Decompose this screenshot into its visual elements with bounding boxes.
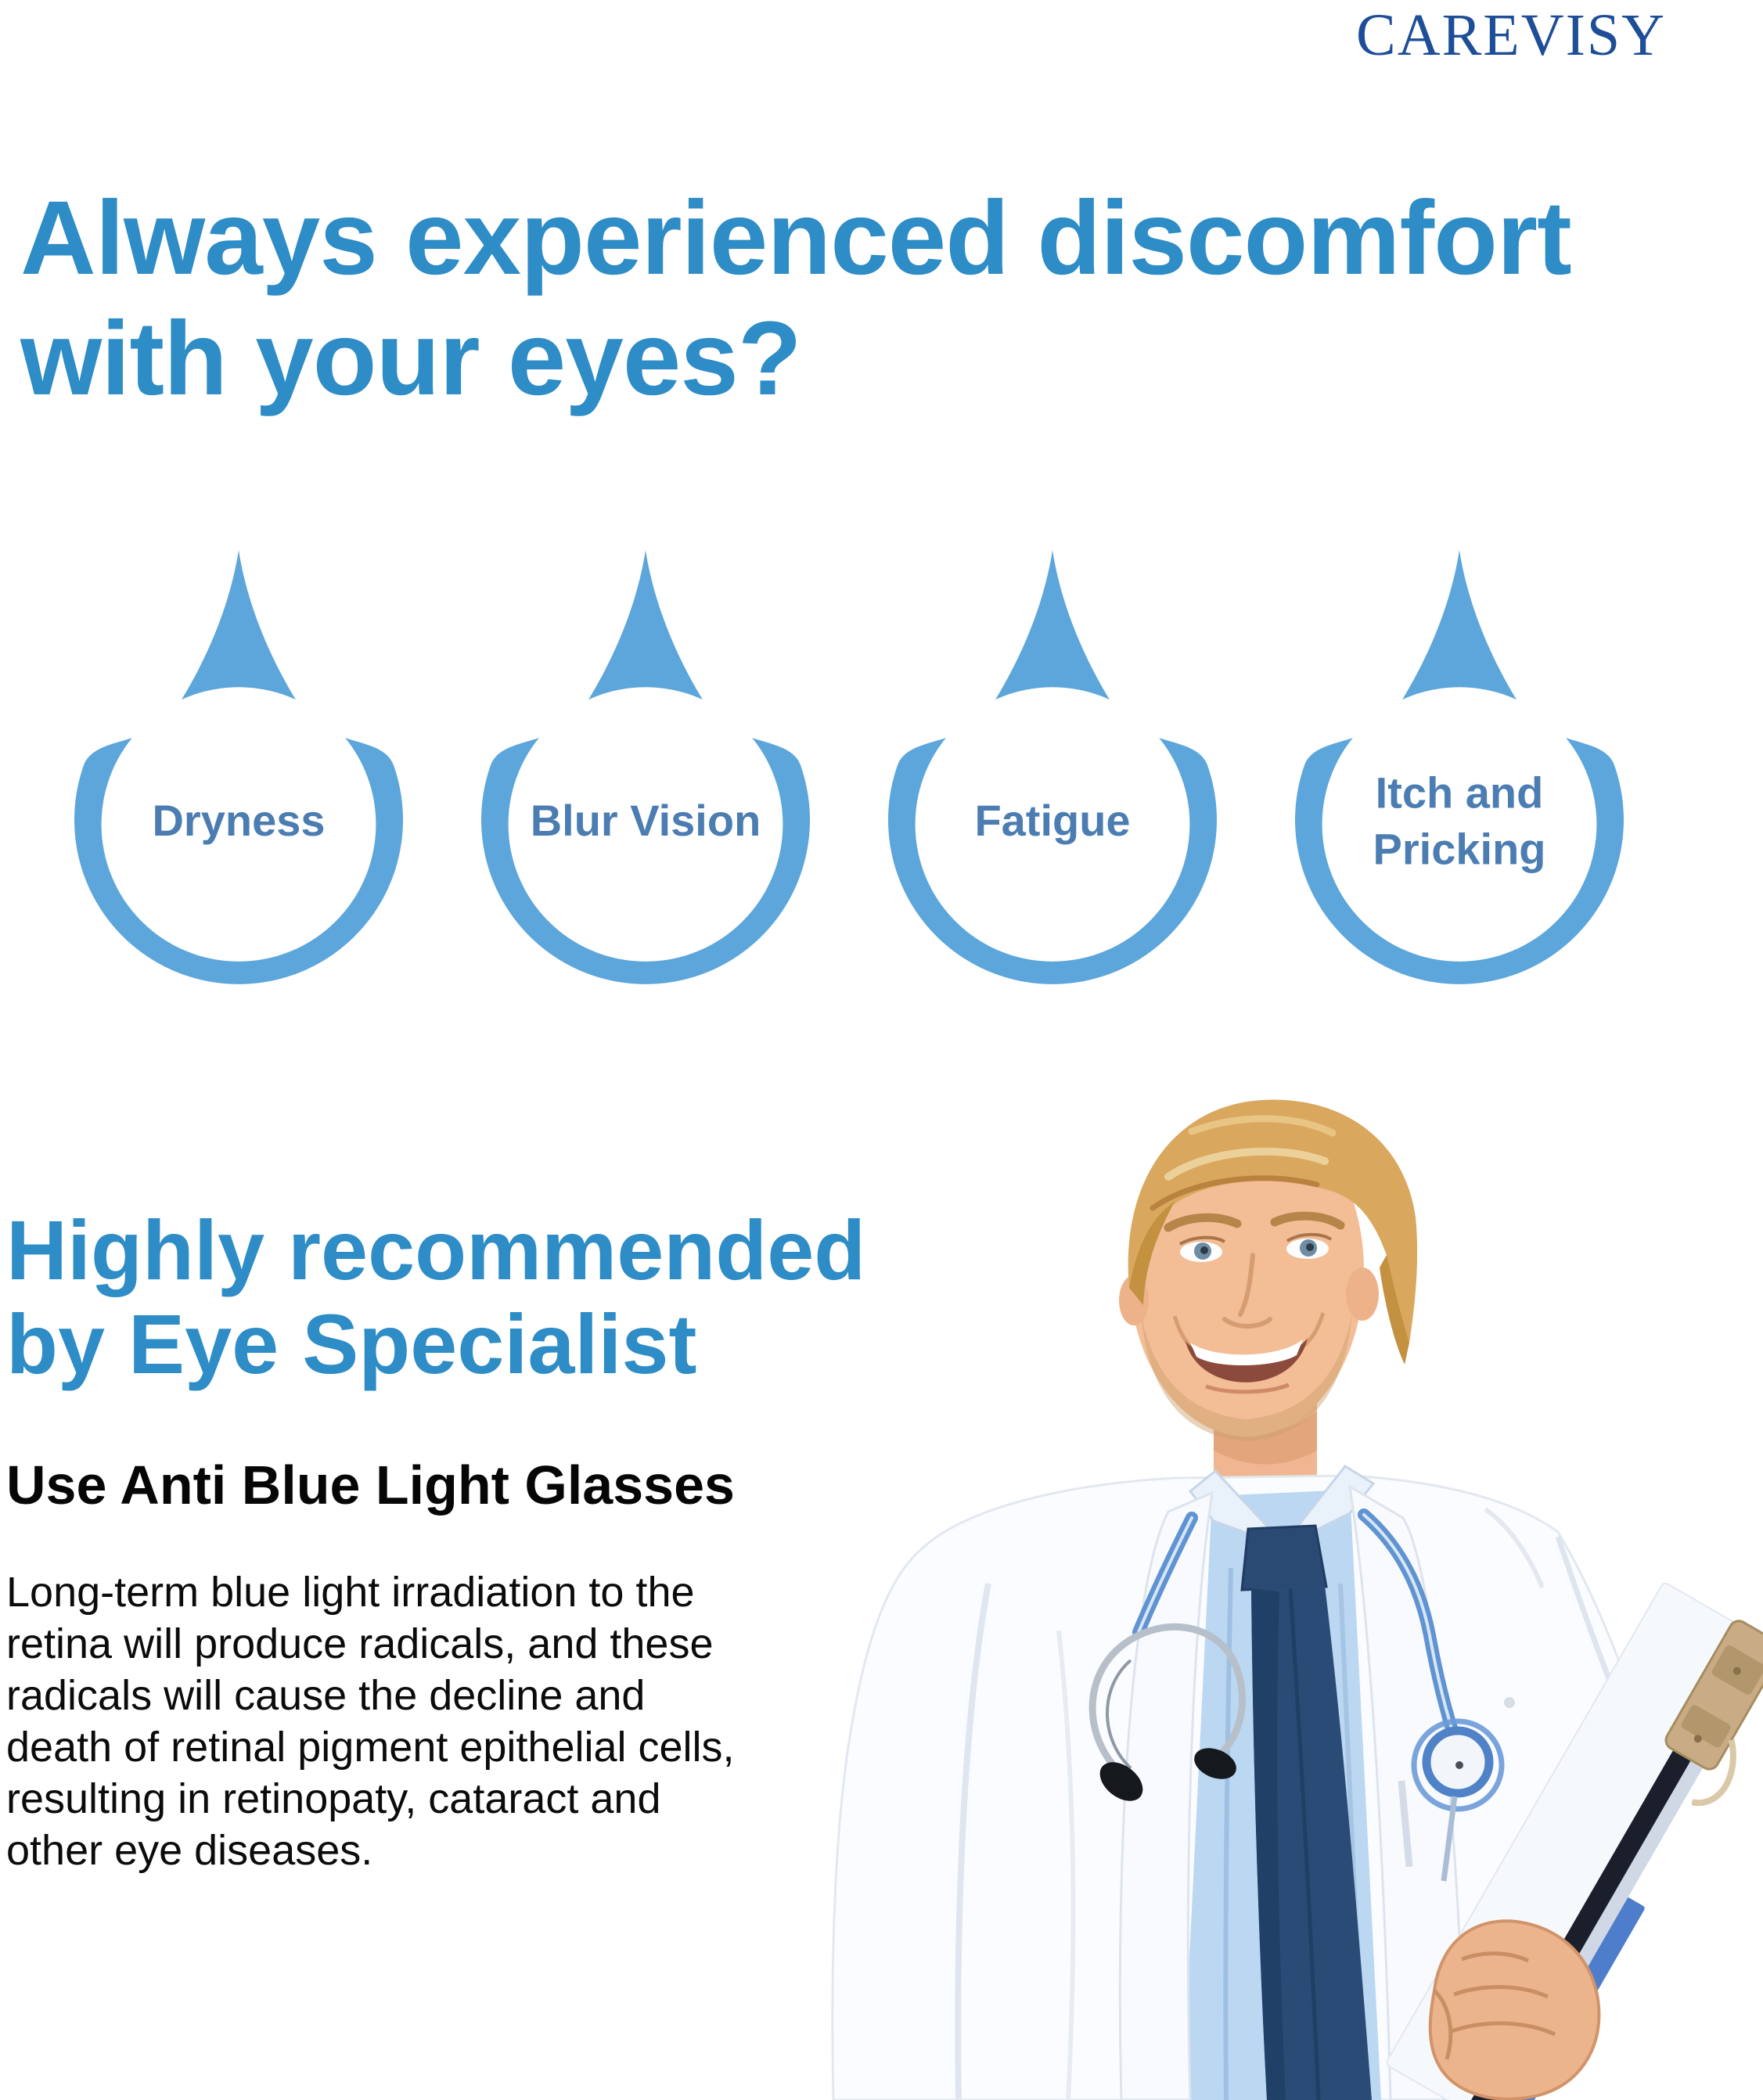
stethoscope-icon bbox=[1088, 1508, 1505, 1882]
page-title-line1: Always experienced discomfort bbox=[20, 180, 1572, 297]
body-text-line: retina will produce radicals, and these bbox=[6, 1620, 714, 1667]
symptom-label: Blur Vision bbox=[530, 796, 761, 846]
body-text: Long-term blue light irradiation to the … bbox=[6, 1566, 906, 1876]
brand-logo: CAREVISY bbox=[1356, 2, 1667, 68]
page-title-line2: with your eyes? bbox=[20, 300, 802, 418]
body-text-line: death of retinal pigment epithelial cell… bbox=[6, 1724, 735, 1771]
water-drop-icon bbox=[1295, 546, 1624, 987]
symptom-itch-pricking: Itch and Pricking bbox=[1295, 546, 1624, 987]
body-text-line: Long-term blue light irradiation to the bbox=[6, 1569, 695, 1616]
page-title: Always experienced discomfort with your … bbox=[20, 178, 1572, 419]
body-text-line: radicals will cause the decline and bbox=[6, 1672, 646, 1719]
section-heading-line2: by Eye Specialist bbox=[6, 1296, 697, 1391]
water-drop-icon bbox=[888, 546, 1217, 987]
symptom-label: Fatigue bbox=[974, 796, 1131, 846]
body-text-line: other eye diseases. bbox=[6, 1827, 373, 1874]
doctor-hand bbox=[1428, 1919, 1601, 2100]
symptom-blur-vision: Blur Vision bbox=[481, 546, 810, 987]
symptom-label: Itch and Pricking bbox=[1373, 768, 1546, 873]
water-drop-icon bbox=[481, 546, 810, 987]
symptom-dryness: Dryness bbox=[74, 546, 403, 987]
symptoms-row: Dryness Blur Vision Fatigue Itch and Pri… bbox=[0, 546, 1763, 992]
subsection-heading: Use Anti Blue Light Glasses bbox=[6, 1455, 735, 1516]
doctor-photo bbox=[831, 1099, 1763, 2100]
body-text-line: resulting in retinopaty, cataract and bbox=[6, 1775, 661, 1822]
water-drop-icon bbox=[74, 546, 403, 987]
section-heading: Highly recommended by Eye Specialist bbox=[6, 1203, 865, 1391]
symptom-label: Dryness bbox=[152, 796, 326, 846]
symptom-fatigue: Fatigue bbox=[888, 546, 1217, 987]
doctor-hair bbox=[1128, 1099, 1418, 1365]
section-heading-line1: Highly recommended bbox=[6, 1203, 866, 1297]
doctor-tie bbox=[1240, 1524, 1372, 2100]
